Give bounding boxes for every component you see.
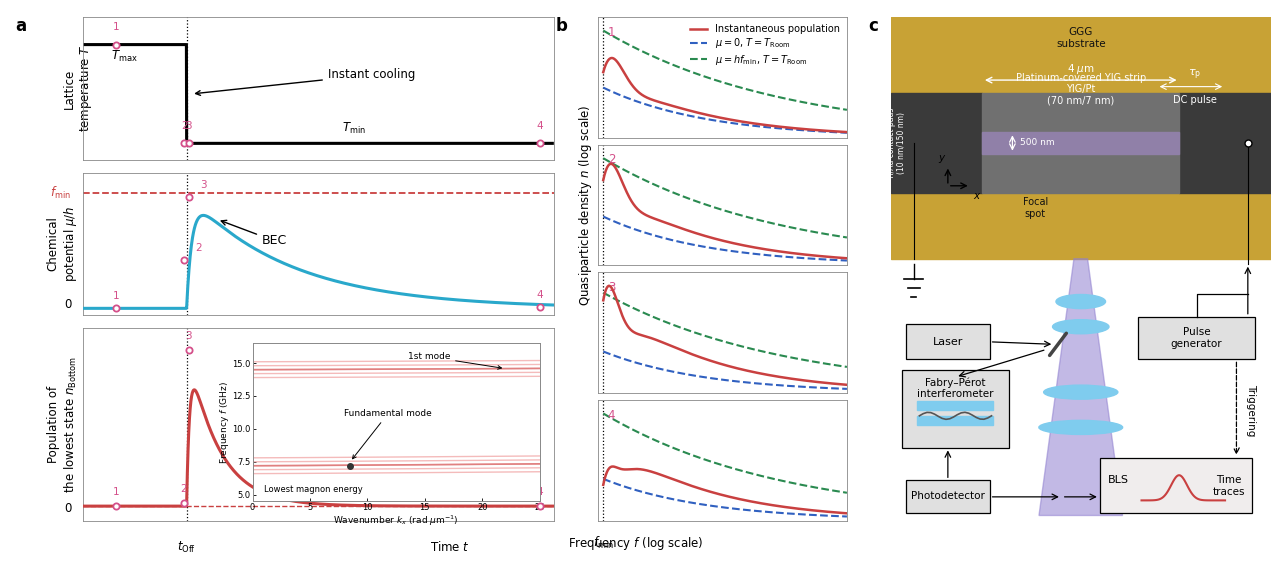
- Text: $T_\mathrm{max}$: $T_\mathrm{max}$: [111, 49, 138, 64]
- Text: 0: 0: [64, 298, 72, 311]
- Text: 2: 2: [608, 153, 616, 166]
- Bar: [917, 401, 994, 410]
- Ellipse shape: [1043, 385, 1117, 399]
- Text: Fabry–Pérot
interferometer: Fabry–Pérot interferometer: [917, 377, 994, 399]
- Bar: [917, 416, 994, 425]
- Text: 3: 3: [200, 180, 207, 190]
- Text: DC pulse: DC pulse: [1172, 95, 1217, 105]
- Text: Pulse
generator: Pulse generator: [1171, 327, 1222, 349]
- Text: Laser: Laser: [932, 337, 963, 347]
- Polygon shape: [1039, 259, 1122, 515]
- Text: Instant cooling: Instant cooling: [195, 68, 415, 96]
- Text: 4: 4: [536, 121, 543, 131]
- Bar: [891, 93, 982, 193]
- Text: $x$: $x$: [973, 191, 981, 201]
- Text: 500 nm: 500 nm: [1020, 138, 1055, 148]
- Text: $f_\mathrm{min}$: $f_\mathrm{min}$: [593, 535, 614, 551]
- Text: 3: 3: [608, 281, 616, 294]
- Bar: [907, 324, 990, 359]
- Bar: [1099, 458, 1251, 513]
- Bar: [982, 133, 1180, 153]
- Legend: Instantaneous population, $\mu = 0$, $T = T_\mathrm{Room}$, $\mu = hf_\mathrm{mi: Instantaneous population, $\mu = 0$, $T …: [688, 22, 842, 69]
- Text: Platinum-covered YIG strip
YIG/Pt
(70 nm/7 nm): Platinum-covered YIG strip YIG/Pt (70 nm…: [1015, 73, 1145, 106]
- Text: Time $t$: Time $t$: [430, 540, 470, 554]
- Text: 1: 1: [112, 22, 119, 32]
- Bar: [982, 93, 1180, 193]
- Bar: [891, 17, 1271, 259]
- Text: $f_\mathrm{min}$: $f_\mathrm{min}$: [50, 185, 72, 201]
- Y-axis label: Chemical
potential $\mu/h$: Chemical potential $\mu/h$: [46, 206, 79, 282]
- Text: 4: 4: [536, 290, 543, 300]
- Text: 2: 2: [180, 484, 186, 494]
- Text: 1: 1: [112, 487, 119, 497]
- Text: 3: 3: [185, 121, 193, 131]
- Text: BLS: BLS: [1108, 475, 1129, 485]
- Text: $\tau_\mathrm{p}$: $\tau_\mathrm{p}$: [1188, 67, 1202, 82]
- Y-axis label: Population of
the lowest state $n_\mathrm{Bottom}$: Population of the lowest state $n_\mathr…: [47, 356, 79, 493]
- Y-axis label: Quasiparticle density $n$ (log scale): Quasiparticle density $n$ (log scale): [577, 104, 594, 306]
- Text: a: a: [15, 17, 27, 35]
- Text: 2: 2: [195, 244, 202, 253]
- Text: BEC: BEC: [221, 220, 287, 248]
- Text: 4 $\mu$m: 4 $\mu$m: [1066, 62, 1094, 76]
- Text: 3: 3: [185, 331, 193, 340]
- Text: Triggering: Triggering: [1246, 384, 1257, 436]
- Text: 0: 0: [64, 502, 72, 515]
- Bar: [1138, 317, 1255, 359]
- Text: Ti/Au contact pads
(10 nm/150 nm): Ti/Au contact pads (10 nm/150 nm): [888, 108, 907, 178]
- Y-axis label: Lattice
temperature $T$: Lattice temperature $T$: [64, 45, 94, 132]
- Text: c: c: [868, 17, 879, 35]
- Text: 1: 1: [112, 292, 119, 301]
- Bar: [1180, 93, 1271, 193]
- Text: Frequency $f$ (log scale): Frequency $f$ (log scale): [568, 535, 704, 552]
- Text: 1: 1: [608, 26, 616, 38]
- Text: Photodetector: Photodetector: [911, 491, 985, 502]
- Text: $T_\mathrm{min}$: $T_\mathrm{min}$: [342, 121, 366, 137]
- Text: 2: 2: [181, 121, 188, 131]
- Text: $y$: $y$: [937, 153, 946, 165]
- Ellipse shape: [1052, 320, 1108, 334]
- Text: GGG
substrate: GGG substrate: [1056, 27, 1106, 49]
- Text: b: b: [555, 17, 567, 35]
- Text: Focal
spot: Focal spot: [1023, 197, 1048, 219]
- Text: 4: 4: [608, 408, 616, 422]
- Ellipse shape: [1056, 295, 1106, 309]
- Text: 4: 4: [536, 487, 543, 497]
- Ellipse shape: [1039, 420, 1122, 435]
- Bar: [903, 370, 1009, 447]
- Text: Time
traces: Time traces: [1213, 475, 1245, 497]
- Bar: [907, 480, 990, 513]
- Text: $t_\mathrm{Off}$: $t_\mathrm{Off}$: [178, 540, 197, 555]
